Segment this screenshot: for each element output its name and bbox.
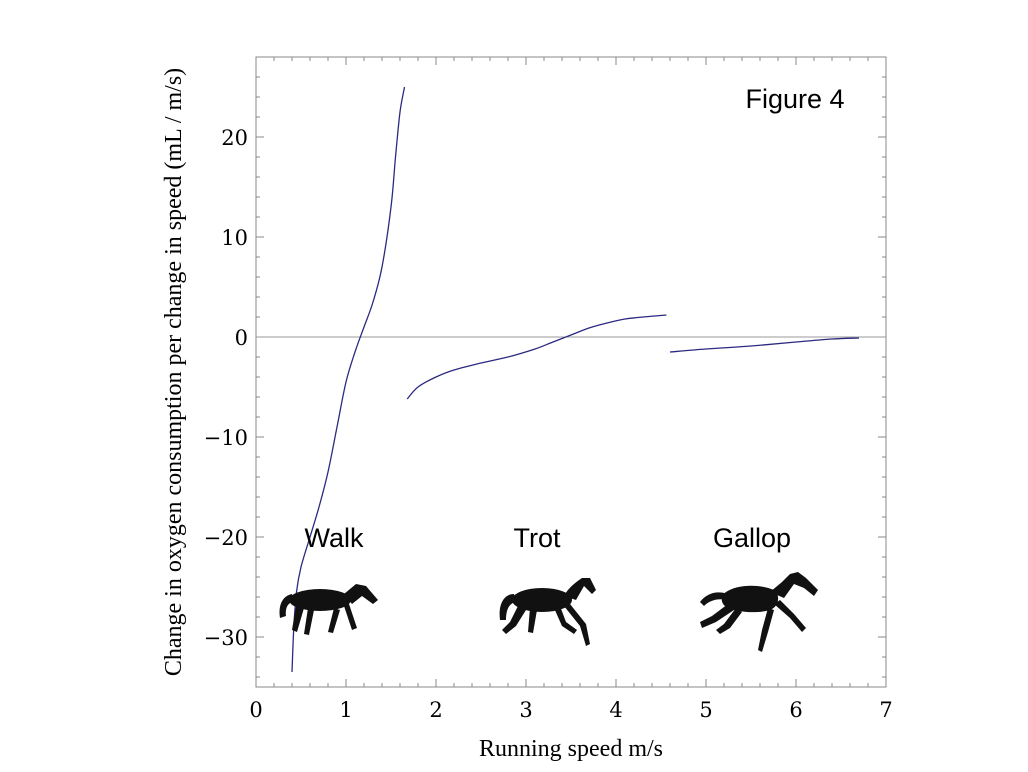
series-line-3 <box>669 337 860 353</box>
y-tick-label: 0 <box>235 326 248 350</box>
y-tick-label: −30 <box>204 626 248 650</box>
galloping-horse-icon <box>700 572 818 652</box>
x-tick-label: 4 <box>609 698 622 722</box>
y-tick-label: 10 <box>221 226 248 250</box>
x-tick-label: 0 <box>249 698 262 722</box>
series-group <box>291 86 860 673</box>
x-tick-label: 5 <box>699 698 712 722</box>
axis-ticks <box>255 57 887 687</box>
x-tick-label: 2 <box>429 698 442 722</box>
x-axis-title: Running speed m/s <box>479 736 663 762</box>
figure-label: Figure 4 <box>745 84 844 114</box>
y-tick-label: 20 <box>221 126 248 150</box>
trotting-horse-icon <box>499 578 596 646</box>
plot-frame <box>255 56 887 688</box>
annotation-trot: Trot <box>514 523 561 553</box>
x-tick-labels: 0 1 2 3 4 5 6 7 <box>249 698 892 722</box>
annotation-walk: Walk <box>305 523 364 553</box>
y-tick-labels: −30 −20 −10 0 10 20 <box>204 126 248 650</box>
x-tick-label: 3 <box>519 698 532 722</box>
y-tick-label: −10 <box>204 426 248 450</box>
annotation-gallop: Gallop <box>713 523 791 553</box>
walking-horse-icon <box>279 584 378 635</box>
x-tick-label: 6 <box>789 698 802 722</box>
y-tick-label: −20 <box>204 526 248 550</box>
series-line-1 <box>291 86 406 673</box>
x-tick-label: 1 <box>339 698 352 722</box>
x-tick-label: 7 <box>879 698 892 722</box>
y-axis-title: Change in oxygen consumption per change … <box>161 68 187 676</box>
series-line-2 <box>406 314 667 400</box>
